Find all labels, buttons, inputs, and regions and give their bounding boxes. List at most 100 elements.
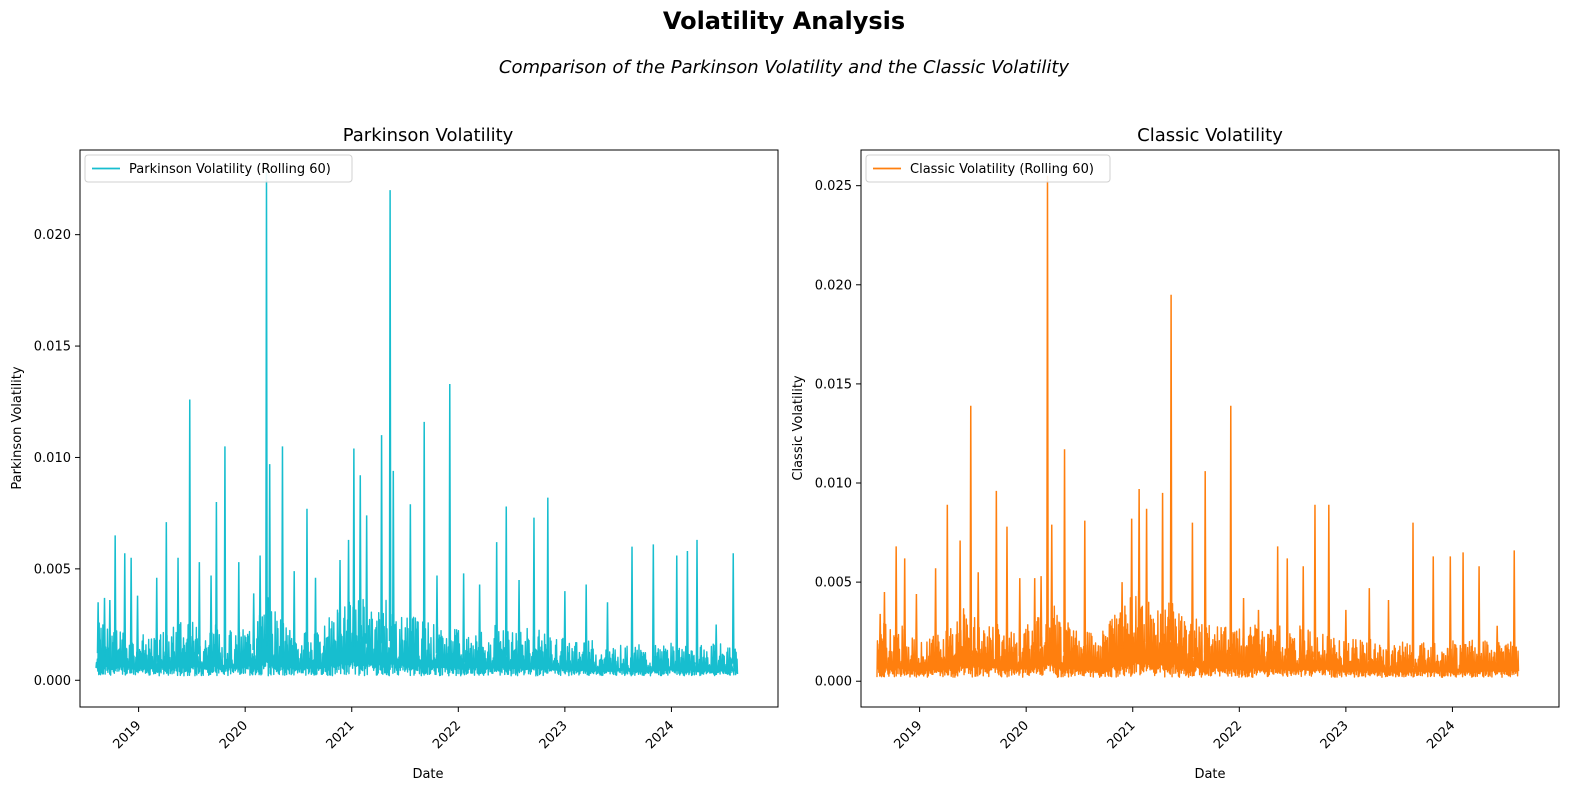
classic-spike bbox=[1039, 576, 1043, 654]
parkinson-spike bbox=[546, 497, 550, 663]
classic-spike bbox=[1461, 552, 1465, 667]
parkinson-spike bbox=[606, 602, 609, 667]
classic-x-axis-label: Date bbox=[1194, 767, 1225, 782]
classic-chart: Classic Volatility Date Classic Volatili… bbox=[791, 125, 1560, 782]
classic-spike bbox=[1242, 597, 1245, 662]
parkinson-spike bbox=[103, 597, 106, 658]
parkinson-spike bbox=[113, 535, 117, 662]
parkinson-spike bbox=[197, 562, 201, 660]
classic-spike bbox=[934, 568, 937, 663]
parkinson-spike bbox=[478, 584, 482, 661]
classic-spike bbox=[1145, 508, 1148, 650]
parkinson-y-axis-label: Parkinson Volatility bbox=[10, 366, 25, 489]
classic-spike bbox=[1120, 582, 1124, 652]
classic-spike bbox=[894, 546, 898, 661]
parkinson-chart-title: Parkinson Volatility bbox=[343, 125, 514, 146]
classic-series-band bbox=[876, 590, 1520, 678]
parkinson-spike bbox=[268, 464, 272, 649]
classic-spike bbox=[1063, 449, 1066, 658]
parkinson-spike bbox=[584, 584, 588, 667]
parkinson-spike bbox=[352, 448, 356, 648]
classic-spike bbox=[1257, 609, 1260, 660]
parkinson-spike bbox=[651, 544, 655, 667]
parkinson-spike bbox=[292, 571, 296, 662]
classic-spike bbox=[994, 490, 998, 659]
classic-x-tick-label: 2019 bbox=[891, 718, 925, 752]
classic-chart-title: Classic Volatility bbox=[1137, 125, 1283, 146]
classic-x-tick-label: 2020 bbox=[998, 718, 1032, 752]
parkinson-spike bbox=[215, 502, 218, 660]
classic-spike bbox=[1169, 294, 1173, 649]
parkinson-x-tick-label: 2024 bbox=[643, 718, 677, 752]
parkinson-x-tick-label: 2021 bbox=[324, 718, 358, 752]
parkinson-legend-box bbox=[84, 154, 353, 183]
classic-y-tick-label: 0.010 bbox=[815, 477, 852, 492]
classic-legend-label: Classic Volatility (Rolling 60) bbox=[910, 162, 1094, 177]
parkinson-spike bbox=[380, 435, 383, 651]
classic-y-tick-label: 0.005 bbox=[815, 576, 852, 591]
classic-y-tick-label: 0.000 bbox=[815, 675, 852, 690]
parkinson-spike bbox=[258, 555, 262, 653]
parkinson-spike bbox=[448, 383, 452, 660]
classic-y-axis-label: Classic Volatility bbox=[791, 375, 806, 481]
parkinson-spike bbox=[155, 577, 159, 662]
parkinson-legend-label: Parkinson Volatility (Rolling 60) bbox=[129, 162, 331, 177]
classic-spike bbox=[1411, 522, 1415, 667]
parkinson-spike bbox=[695, 539, 699, 668]
parkinson-spike bbox=[495, 542, 499, 660]
classic-spike bbox=[1448, 556, 1452, 667]
classic-spike bbox=[1431, 556, 1435, 667]
parkinson-legend: Parkinson Volatility (Rolling 60) bbox=[84, 154, 353, 183]
classic-spike bbox=[1301, 566, 1305, 660]
classic-spike bbox=[883, 592, 886, 659]
parkinson-y-tick-label: 0.010 bbox=[34, 451, 71, 466]
parkinson-series-band bbox=[95, 597, 739, 677]
classic-spike bbox=[1387, 599, 1390, 666]
parkinson-spike bbox=[391, 470, 395, 652]
classic-spike bbox=[1005, 526, 1009, 662]
parkinson-spike bbox=[358, 475, 362, 648]
classic-x-tick-label: 2021 bbox=[1105, 718, 1139, 752]
parkinson-spike bbox=[237, 562, 241, 662]
parkinson-axes-frame bbox=[79, 149, 779, 708]
parkinson-spike bbox=[314, 577, 317, 663]
classic-spike bbox=[969, 405, 973, 655]
classic-y-tick-label: 0.020 bbox=[815, 278, 852, 293]
parkinson-spike bbox=[563, 591, 567, 665]
parkinson-y-tick-label: 0.020 bbox=[34, 228, 71, 243]
parkinson-spike bbox=[714, 624, 718, 667]
parkinson-spike bbox=[281, 446, 284, 658]
classic-spike bbox=[1367, 588, 1371, 665]
parkinson-spike bbox=[164, 522, 168, 663]
parkinson-chart: Parkinson Volatility Date Parkinson Vola… bbox=[10, 125, 779, 782]
parkinson-spike bbox=[422, 421, 426, 659]
classic-spike bbox=[878, 613, 882, 660]
classic-spike bbox=[958, 540, 962, 655]
classic-spike bbox=[1313, 504, 1317, 662]
classic-spike bbox=[1033, 578, 1037, 657]
classic-spike bbox=[1229, 405, 1233, 660]
classic-spike bbox=[1512, 550, 1516, 667]
figure-subtitle: Comparison of the Parkinson Volatility a… bbox=[499, 57, 1070, 78]
figure-title: Volatility Analysis bbox=[663, 7, 905, 35]
parkinson-spike bbox=[265, 172, 268, 647]
classic-spike bbox=[1203, 471, 1207, 659]
classic-x-tick-label: 2022 bbox=[1211, 718, 1245, 752]
parkinson-x-tick-label: 2019 bbox=[110, 718, 144, 752]
classic-spike bbox=[1161, 492, 1164, 651]
classic-y-tick-label: 0.025 bbox=[815, 179, 852, 194]
parkinson-spike bbox=[675, 555, 679, 668]
parkinson-spike bbox=[209, 575, 213, 658]
parkinson-spike bbox=[365, 515, 369, 652]
parkinson-spike bbox=[686, 551, 689, 667]
classic-spike bbox=[1130, 518, 1134, 647]
parkinson-x-tick-label: 2023 bbox=[537, 718, 571, 752]
classic-spike bbox=[1495, 625, 1499, 666]
parkinson-spike bbox=[129, 557, 133, 662]
parkinson-spike bbox=[136, 595, 139, 662]
classic-spike bbox=[1344, 609, 1348, 664]
classic-spike bbox=[1018, 578, 1022, 661]
parkinson-spike bbox=[176, 557, 180, 657]
parkinson-spike bbox=[223, 446, 227, 663]
